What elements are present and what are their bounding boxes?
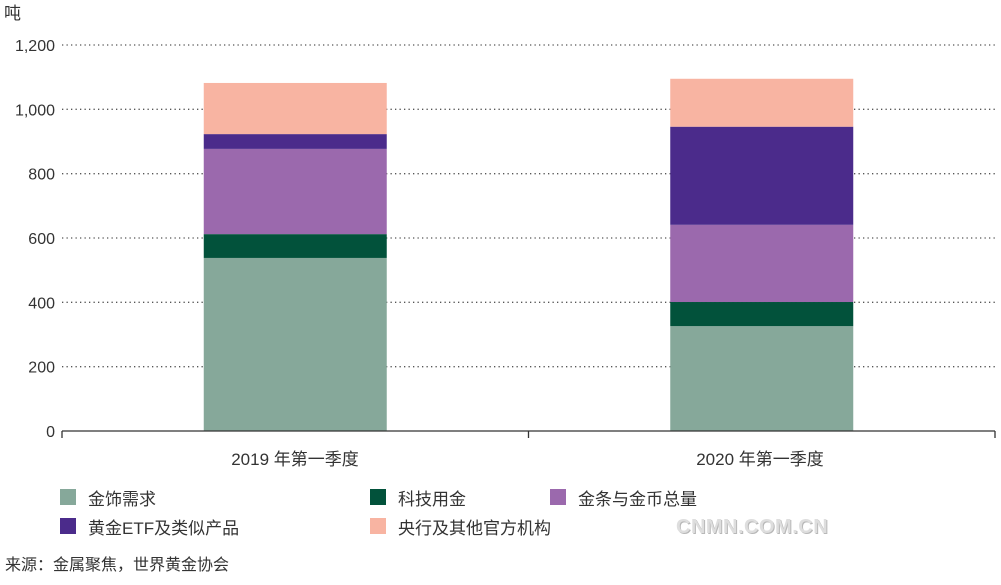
bar-segment-2019-q1-technology: [203, 234, 387, 258]
bar-segment-2020-q1-technology: [670, 302, 854, 327]
legend-label: 央行及其他官方机构: [398, 518, 551, 538]
y-tick-label: 800: [28, 167, 55, 184]
y-tick-label: 400: [28, 295, 55, 312]
legend-item-gold-etf: 黄金ETF及类似产品: [60, 515, 240, 538]
legend-label: 金条与金币总量: [578, 489, 697, 509]
y-tick-label: 200: [28, 360, 55, 377]
legend-item-technology: 科技用金: [370, 486, 466, 509]
x-tick-label-2019-q1: 2019 年第一季度: [231, 450, 359, 469]
x-tick-label-2020-q1: 2020 年第一季度: [696, 450, 824, 469]
bar-segment-2019-q1-central-banks: [203, 82, 387, 135]
legend-swatch: [60, 489, 76, 505]
y-tick-label: 600: [28, 231, 55, 248]
legend-item-jewellery: 金饰需求: [60, 486, 156, 509]
bar-segment-2020-q1-bar-and-coin: [670, 224, 854, 303]
y-axis-unit-label: 吨: [4, 4, 21, 23]
legend-swatch: [60, 518, 76, 534]
legend-label: 科技用金: [398, 489, 466, 509]
bar-segment-2020-q1-central-banks: [670, 78, 854, 127]
bar-segment-2020-q1-jewellery: [670, 326, 854, 431]
bar-segment-2020-q1-gold-etf: [670, 126, 854, 225]
source-note: 来源：金属聚焦，世界黄金协会: [5, 557, 230, 574]
legend-label: 黄金ETF及类似产品: [88, 518, 240, 538]
watermark: CNMN.COM.CN: [676, 516, 829, 538]
legend-swatch: [550, 489, 566, 505]
y-tick-label: 0: [46, 424, 55, 441]
legend-swatch: [370, 489, 386, 505]
bar-segment-2019-q1-bar-and-coin: [203, 148, 387, 235]
legend-item-central-banks: 央行及其他官方机构: [370, 515, 551, 538]
y-tick-label: 1,000: [15, 102, 55, 119]
legend-label: 金饰需求: [88, 489, 156, 509]
legend-swatch: [370, 518, 386, 534]
bar-segment-2019-q1-gold-etf: [203, 134, 387, 149]
legend-item-bar-and-coin: 金条与金币总量: [550, 486, 697, 509]
y-tick-label: 1,200: [15, 38, 55, 55]
bar-segment-2019-q1-jewellery: [203, 257, 387, 431]
